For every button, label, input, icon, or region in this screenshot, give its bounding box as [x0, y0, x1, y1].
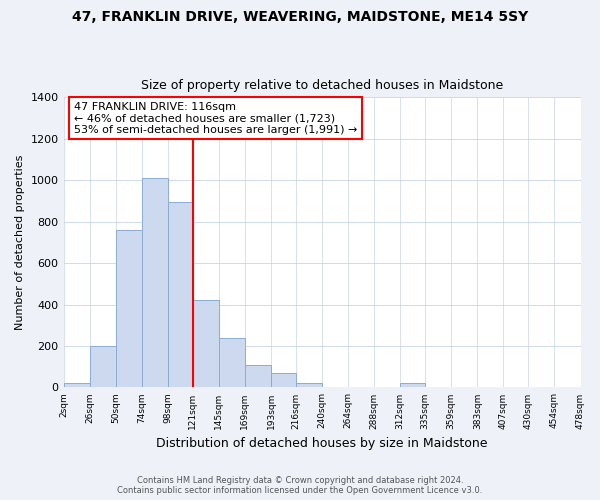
Title: Size of property relative to detached houses in Maidstone: Size of property relative to detached ho… — [141, 79, 503, 92]
Text: 47 FRANKLIN DRIVE: 116sqm
← 46% of detached houses are smaller (1,723)
53% of se: 47 FRANKLIN DRIVE: 116sqm ← 46% of detac… — [74, 102, 357, 135]
Bar — [64, 384, 89, 388]
Bar — [400, 384, 425, 388]
Bar — [168, 202, 193, 388]
Bar — [219, 338, 245, 388]
Y-axis label: Number of detached properties: Number of detached properties — [15, 154, 25, 330]
Bar — [271, 373, 296, 388]
Text: 47, FRANKLIN DRIVE, WEAVERING, MAIDSTONE, ME14 5SY: 47, FRANKLIN DRIVE, WEAVERING, MAIDSTONE… — [72, 10, 528, 24]
Bar — [116, 230, 142, 388]
Text: Contains HM Land Registry data © Crown copyright and database right 2024.
Contai: Contains HM Land Registry data © Crown c… — [118, 476, 482, 495]
X-axis label: Distribution of detached houses by size in Maidstone: Distribution of detached houses by size … — [156, 437, 488, 450]
Bar — [245, 364, 271, 388]
Bar — [193, 300, 219, 388]
Bar — [89, 346, 116, 388]
Bar — [296, 384, 322, 388]
Bar — [142, 178, 168, 388]
